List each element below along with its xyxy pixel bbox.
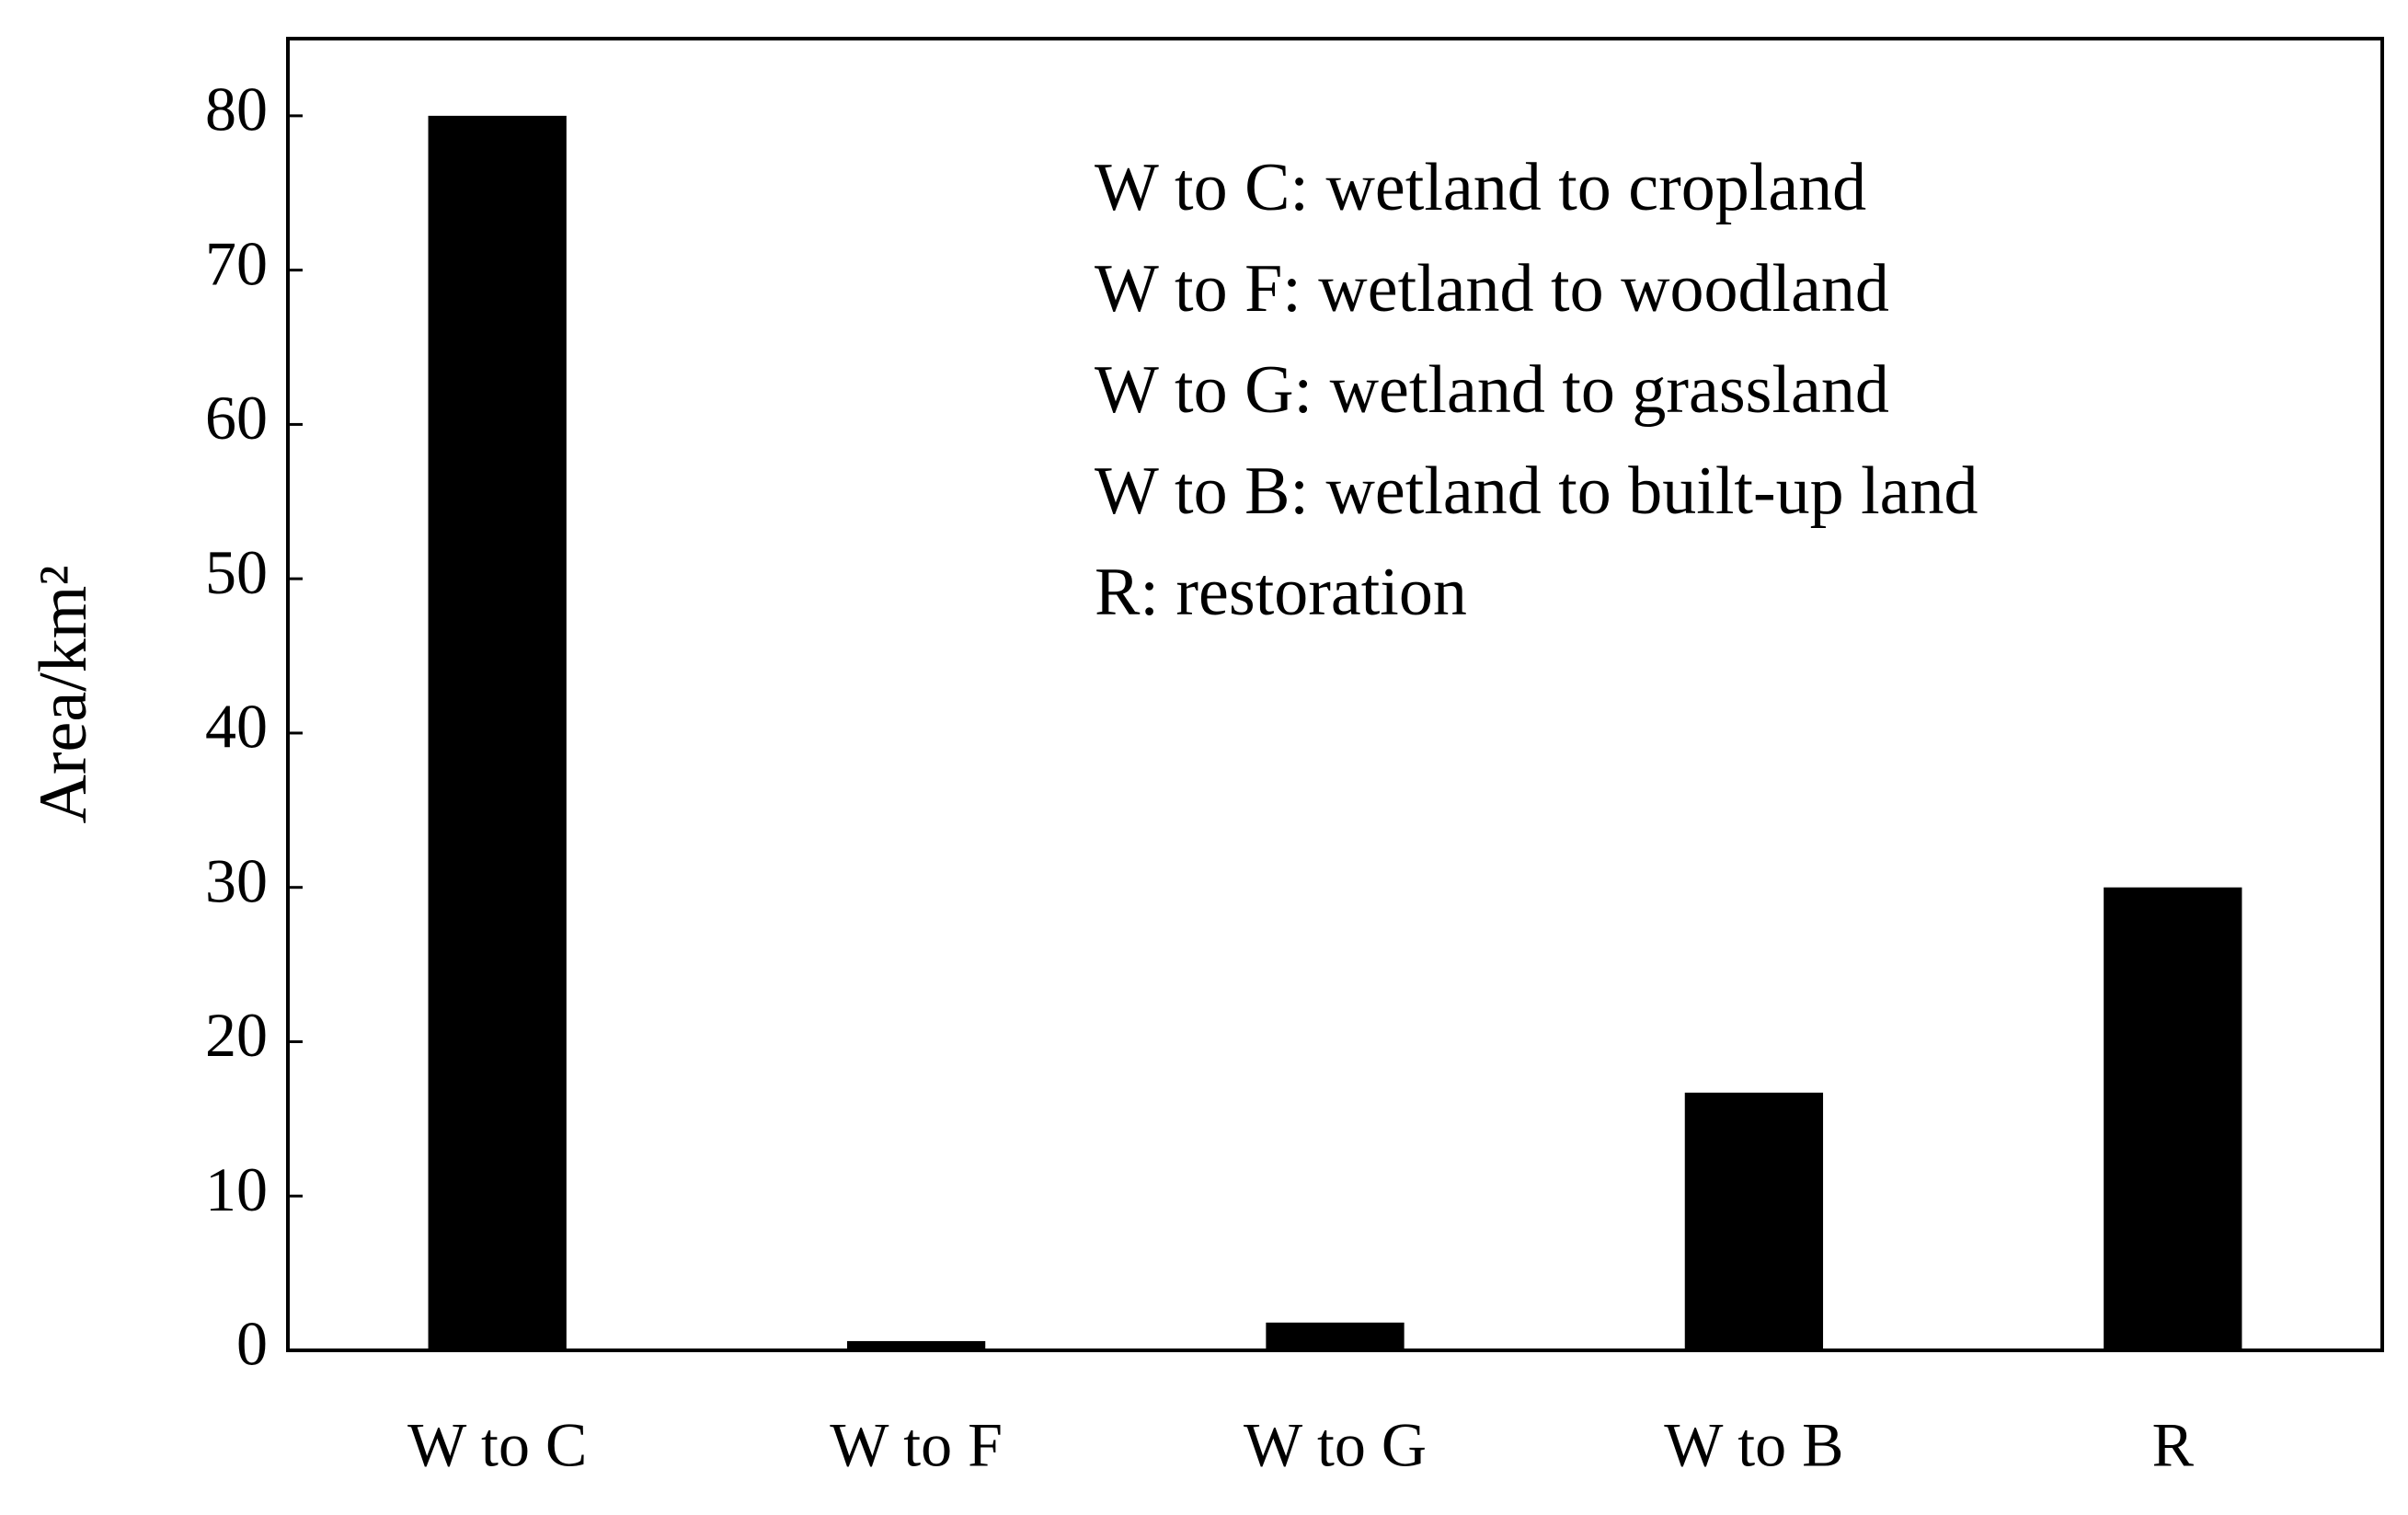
y-tick-label: 70 [205, 228, 268, 298]
annotation: W to B: wetland to built-up land [1095, 453, 1978, 529]
x-tick-label: W to C [407, 1410, 587, 1480]
annotation: R: restoration [1095, 555, 1467, 630]
y-tick-label: 50 [205, 537, 268, 607]
y-tick-label: 40 [205, 692, 268, 762]
annotation: W to F: wetland to woodland [1095, 251, 1889, 327]
y-tick-label: 30 [205, 845, 268, 915]
y-tick-label: 80 [205, 74, 268, 143]
y-tick-label: 0 [236, 1309, 268, 1379]
x-tick-label: R [2152, 1410, 2195, 1480]
bar [2104, 887, 2242, 1350]
annotation: W to G: wetland to grassland [1095, 352, 1889, 428]
x-tick-label: W to F [830, 1410, 1003, 1480]
bar [428, 115, 567, 1351]
x-tick-label: W to G [1244, 1410, 1427, 1480]
bar [1684, 1092, 1824, 1350]
y-tick-label: 60 [205, 383, 268, 453]
annotation: W to C: wetland to cropland [1095, 150, 1866, 225]
bar [1266, 1322, 1405, 1350]
y-tick-label: 20 [205, 1000, 268, 1070]
x-tick-label: W to B [1664, 1410, 1843, 1480]
plot-frame [286, 37, 2384, 1352]
y-tick-label: 10 [205, 1154, 268, 1224]
y-axis-label: Area/km² [26, 565, 101, 823]
bar [846, 1340, 986, 1350]
